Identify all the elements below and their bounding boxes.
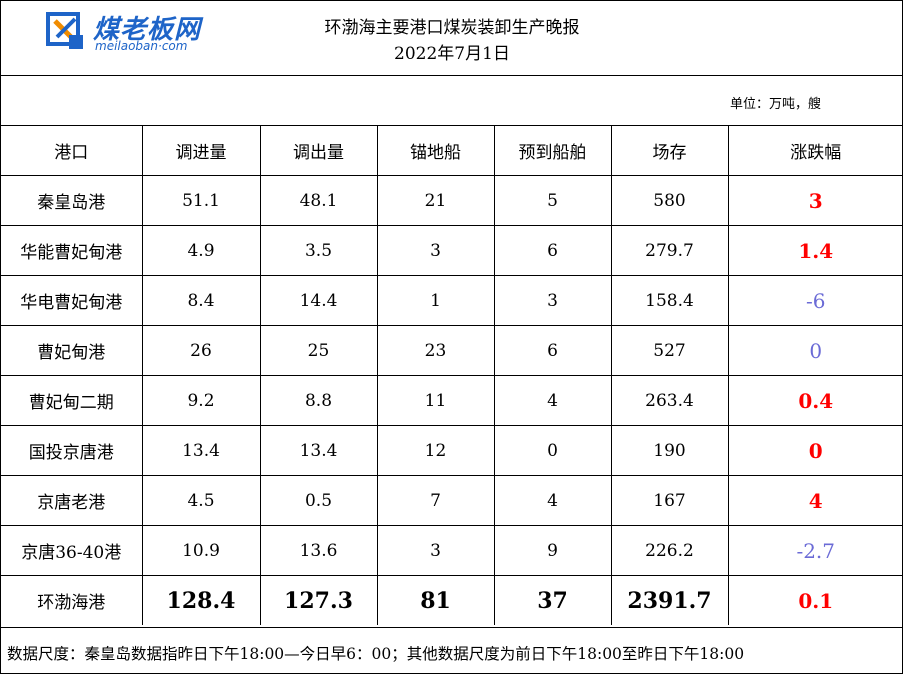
total-row: 环渤海港 128.4 127.3 81 37 2391.7 0.1	[1, 575, 903, 625]
data-scope-note-row: 数据尺度：秦皇岛数据指昨日下午18:00—今日早6：00；其他数据尺度为前日下午…	[1, 627, 903, 675]
expected-ships: 4	[493, 375, 612, 426]
stockpile: 527	[610, 325, 729, 376]
expected-ships: 4	[493, 475, 612, 526]
change-value: -6	[727, 275, 903, 326]
stockpile: 580	[610, 175, 729, 226]
port-name: 华电曹妃甸港	[1, 275, 143, 326]
column-header: 港口	[1, 126, 143, 176]
port-name: 环渤海港	[1, 575, 143, 625]
stockpile: 279.7	[610, 225, 729, 276]
expected-ships: 0	[493, 425, 612, 476]
port-table: 港口 调进量 调出量 锚地船 预到船舶 场存 涨跌幅 秦皇岛港 51.1 48.1 2…	[1, 126, 903, 625]
port-name: 华能曹妃甸港	[1, 225, 143, 276]
stockpile: 158.4	[610, 275, 729, 326]
expected-ships: 6	[493, 325, 612, 376]
inbound-value: 13.4	[141, 425, 261, 476]
column-header: 锚地船	[376, 126, 495, 176]
unit-row: 单位：万吨，艘	[1, 76, 903, 126]
inbound-value: 128.4	[141, 575, 261, 625]
outbound-value: 48.1	[259, 175, 378, 226]
table-row: 秦皇岛港 51.1 48.1 21 5 580 3	[1, 175, 903, 226]
anchored-ships: 81	[376, 575, 495, 625]
report-title: 环渤海主要港口煤炭装卸生产晚报	[324, 18, 580, 38]
change-value: 0.1	[727, 575, 903, 625]
inbound-value: 4.5	[141, 475, 261, 526]
expected-ships: 9	[493, 525, 612, 576]
stockpile: 167	[610, 475, 729, 526]
outbound-value: 14.4	[259, 275, 378, 326]
inbound-value: 51.1	[141, 175, 261, 226]
logo-mark-icon	[46, 12, 83, 49]
outbound-value: 13.4	[259, 425, 378, 476]
stockpile: 263.4	[610, 375, 729, 426]
anchored-ships: 23	[376, 325, 495, 376]
column-header: 预到船舶	[493, 126, 612, 176]
table-row: 曹妃甸二期 9.2 8.8 11 4 263.4 0.4	[1, 375, 903, 426]
table-row: 国投京唐港 13.4 13.4 12 0 190 0	[1, 425, 903, 476]
port-name: 曹妃甸港	[1, 325, 143, 376]
table-row: 曹妃甸港 26 25 23 6 527 0	[1, 325, 903, 376]
stockpile: 190	[610, 425, 729, 476]
anchored-ships: 11	[376, 375, 495, 426]
inbound-value: 9.2	[141, 375, 261, 426]
expected-ships: 5	[493, 175, 612, 226]
anchored-ships: 21	[376, 175, 495, 226]
site-logo[interactable]: 煤老板网 meilaoban·com	[45, 9, 245, 53]
anchored-ships: 3	[376, 525, 495, 576]
inbound-value: 26	[141, 325, 261, 376]
column-header: 调进量	[141, 126, 261, 176]
column-header: 调出量	[259, 126, 378, 176]
stockpile: 2391.7	[610, 575, 729, 625]
outbound-value: 8.8	[259, 375, 378, 426]
port-name: 京唐老港	[1, 475, 143, 526]
port-name: 京唐36-40港	[1, 525, 143, 576]
report-header: 煤老板网 meilaoban·com 环渤海主要港口煤炭装卸生产晚报 2022年…	[1, 1, 903, 76]
anchored-ships: 12	[376, 425, 495, 476]
table-header-row: 港口 调进量 调出量 锚地船 预到船舶 场存 涨跌幅	[1, 126, 903, 176]
outbound-value: 3.5	[259, 225, 378, 276]
anchored-ships: 7	[376, 475, 495, 526]
stockpile: 226.2	[610, 525, 729, 576]
outbound-value: 127.3	[259, 575, 378, 625]
change-value: -2.7	[727, 525, 903, 576]
table-row: 京唐36-40港 10.9 13.6 3 9 226.2 -2.7	[1, 525, 903, 576]
port-name: 曹妃甸二期	[1, 375, 143, 426]
port-name: 国投京唐港	[1, 425, 143, 476]
anchored-ships: 3	[376, 225, 495, 276]
inbound-value: 8.4	[141, 275, 261, 326]
anchored-ships: 1	[376, 275, 495, 326]
inbound-value: 4.9	[141, 225, 261, 276]
port-name: 秦皇岛港	[1, 175, 143, 226]
data-scope-note: 数据尺度：秦皇岛数据指昨日下午18:00—今日早6：00；其他数据尺度为前日下午…	[7, 645, 745, 663]
table-row: 京唐老港 4.5 0.5 7 4 167 4	[1, 475, 903, 526]
change-value: 3	[727, 175, 903, 226]
column-header: 场存	[610, 126, 729, 176]
expected-ships: 37	[493, 575, 612, 625]
expected-ships: 6	[493, 225, 612, 276]
column-header: 涨跌幅	[727, 126, 903, 176]
outbound-value: 0.5	[259, 475, 378, 526]
logo-domain: meilaoban·com	[95, 39, 188, 53]
table-row: 华电曹妃甸港 8.4 14.4 1 3 158.4 -6	[1, 275, 903, 326]
change-value: 0.4	[727, 375, 903, 426]
expected-ships: 3	[493, 275, 612, 326]
report-date: 2022年7月1日	[394, 44, 510, 64]
logo-text: 煤老板网	[93, 15, 202, 45]
unit-label: 单位：万吨，艘	[729, 97, 821, 112]
change-value: 0	[727, 325, 903, 376]
outbound-value: 13.6	[259, 525, 378, 576]
table-row: 华能曹妃甸港 4.9 3.5 3 6 279.7 1.4	[1, 225, 903, 276]
change-value: 1.4	[727, 225, 903, 276]
change-value: 4	[727, 475, 903, 526]
inbound-value: 10.9	[141, 525, 261, 576]
outbound-value: 25	[259, 325, 378, 376]
change-value: 0	[727, 425, 903, 476]
